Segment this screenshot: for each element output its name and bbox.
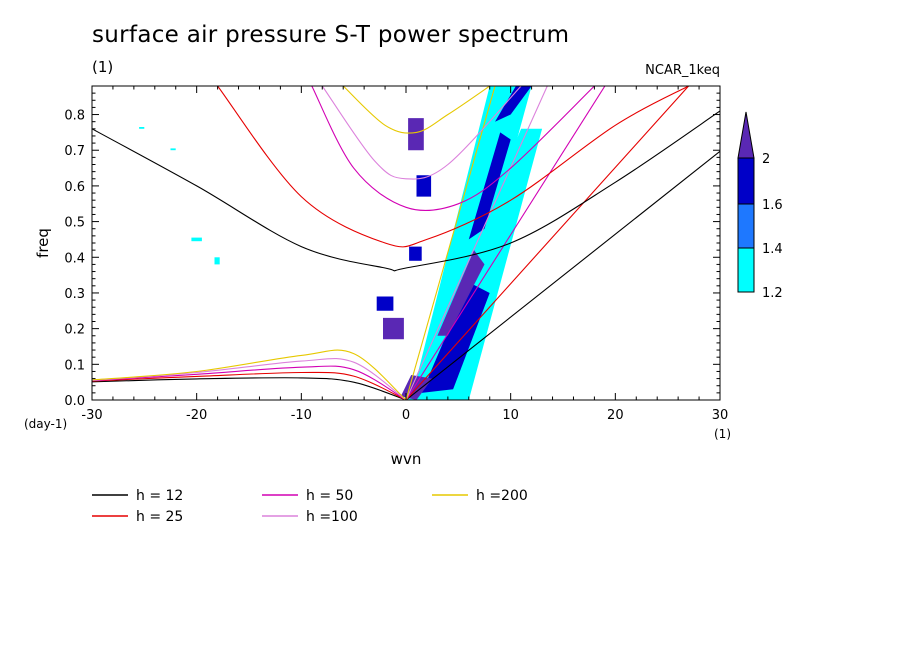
curve-mrg_h200 [92,349,407,400]
power-region-2 [421,282,490,393]
x-tick-label: -10 [291,408,312,423]
chart-title: surface air pressure S-T power spectrum [92,22,570,48]
curve-kelvin_h200 [405,86,496,400]
y-tick-label: 0.1 [64,358,85,373]
y-tick-label: 0.2 [64,323,85,338]
curve-kelvin_h25 [405,86,690,400]
power-region-15 [170,148,176,151]
dispersion-curves [92,86,720,400]
power-region-14 [139,127,145,129]
colorbar-extend-triangle [737,111,755,159]
curve-ig_h25 [217,86,689,248]
y-axis-label: freq [34,228,52,258]
y-tick-label: 0.5 [64,216,85,231]
x-tick-label: -30 [81,408,102,423]
power-region-9 [376,296,394,311]
curve-mrg_h12 [92,377,407,400]
y-tick-label: 0.6 [64,180,85,195]
curve-ig_h200 [342,86,491,134]
legend-label-4: h =200 [476,488,528,504]
power-region-5 [495,86,532,122]
colorbar-label: 1.2 [762,286,783,301]
curve-ig_h50 [311,86,595,212]
x-tick-label: 30 [712,408,729,423]
colorbar-label: 1.6 [762,198,783,213]
colorbar-segment-2 [737,157,755,205]
curve-ig_h100 [321,86,522,180]
x-axis-label: wvn [391,450,422,468]
y-tick-label: 0.8 [64,109,85,124]
power-region-3 [437,250,485,336]
colorbar: 1.2 1.4 1.6 2 [737,111,783,301]
colorbar-label: 2 [762,152,770,167]
curve-mrg_h25 [92,371,407,400]
power-region-10 [409,246,422,261]
y-tick-label: 0.4 [64,251,85,266]
curve-kelvin_h12 [405,150,720,400]
colorbar-segment-0 [737,247,755,293]
power-region-12 [214,257,220,265]
curve-ig_h12 [92,110,720,272]
x-tick-label: 0 [402,408,410,423]
y-unit-label: (day-1) [24,417,67,431]
power-region-8 [383,317,404,340]
y-tick-label: 0.3 [64,287,85,302]
power-region-13 [191,237,202,242]
legend-label-3: h =100 [306,509,358,525]
x-tick-label: 20 [607,408,624,423]
chart-subtitle-left: (1) [92,58,114,76]
y-tick-label: 0.0 [64,394,85,409]
curve-kelvin_h100 [405,86,548,400]
curve-kelvin_h50 [405,86,606,400]
curve-mrg_h50 [92,365,407,400]
dispersion-legend: h = 12 h = 25 h = 50 h =100 h =200 [92,488,528,525]
chart-subtitle-right: NCAR_1keq [645,63,720,78]
power-region-7 [408,118,424,151]
colorbar-label: 1.4 [762,242,783,257]
x-unit-label: (1) [714,427,731,441]
legend-label-0: h = 12 [136,488,183,504]
legend-label-1: h = 25 [136,509,183,525]
axes: -30 -20 -10 0 10 20 30 0.0 0.1 0.2 0.3 0.4 0.5 0.6 0.7… [24,85,731,468]
x-tick-label: -20 [186,408,207,423]
colorbar-segment-1 [737,203,755,249]
y-tick-label: 0.7 [64,144,85,159]
legend-label-2: h = 50 [306,488,353,504]
power-region-11 [416,175,432,197]
x-tick-label: 10 [502,408,519,423]
